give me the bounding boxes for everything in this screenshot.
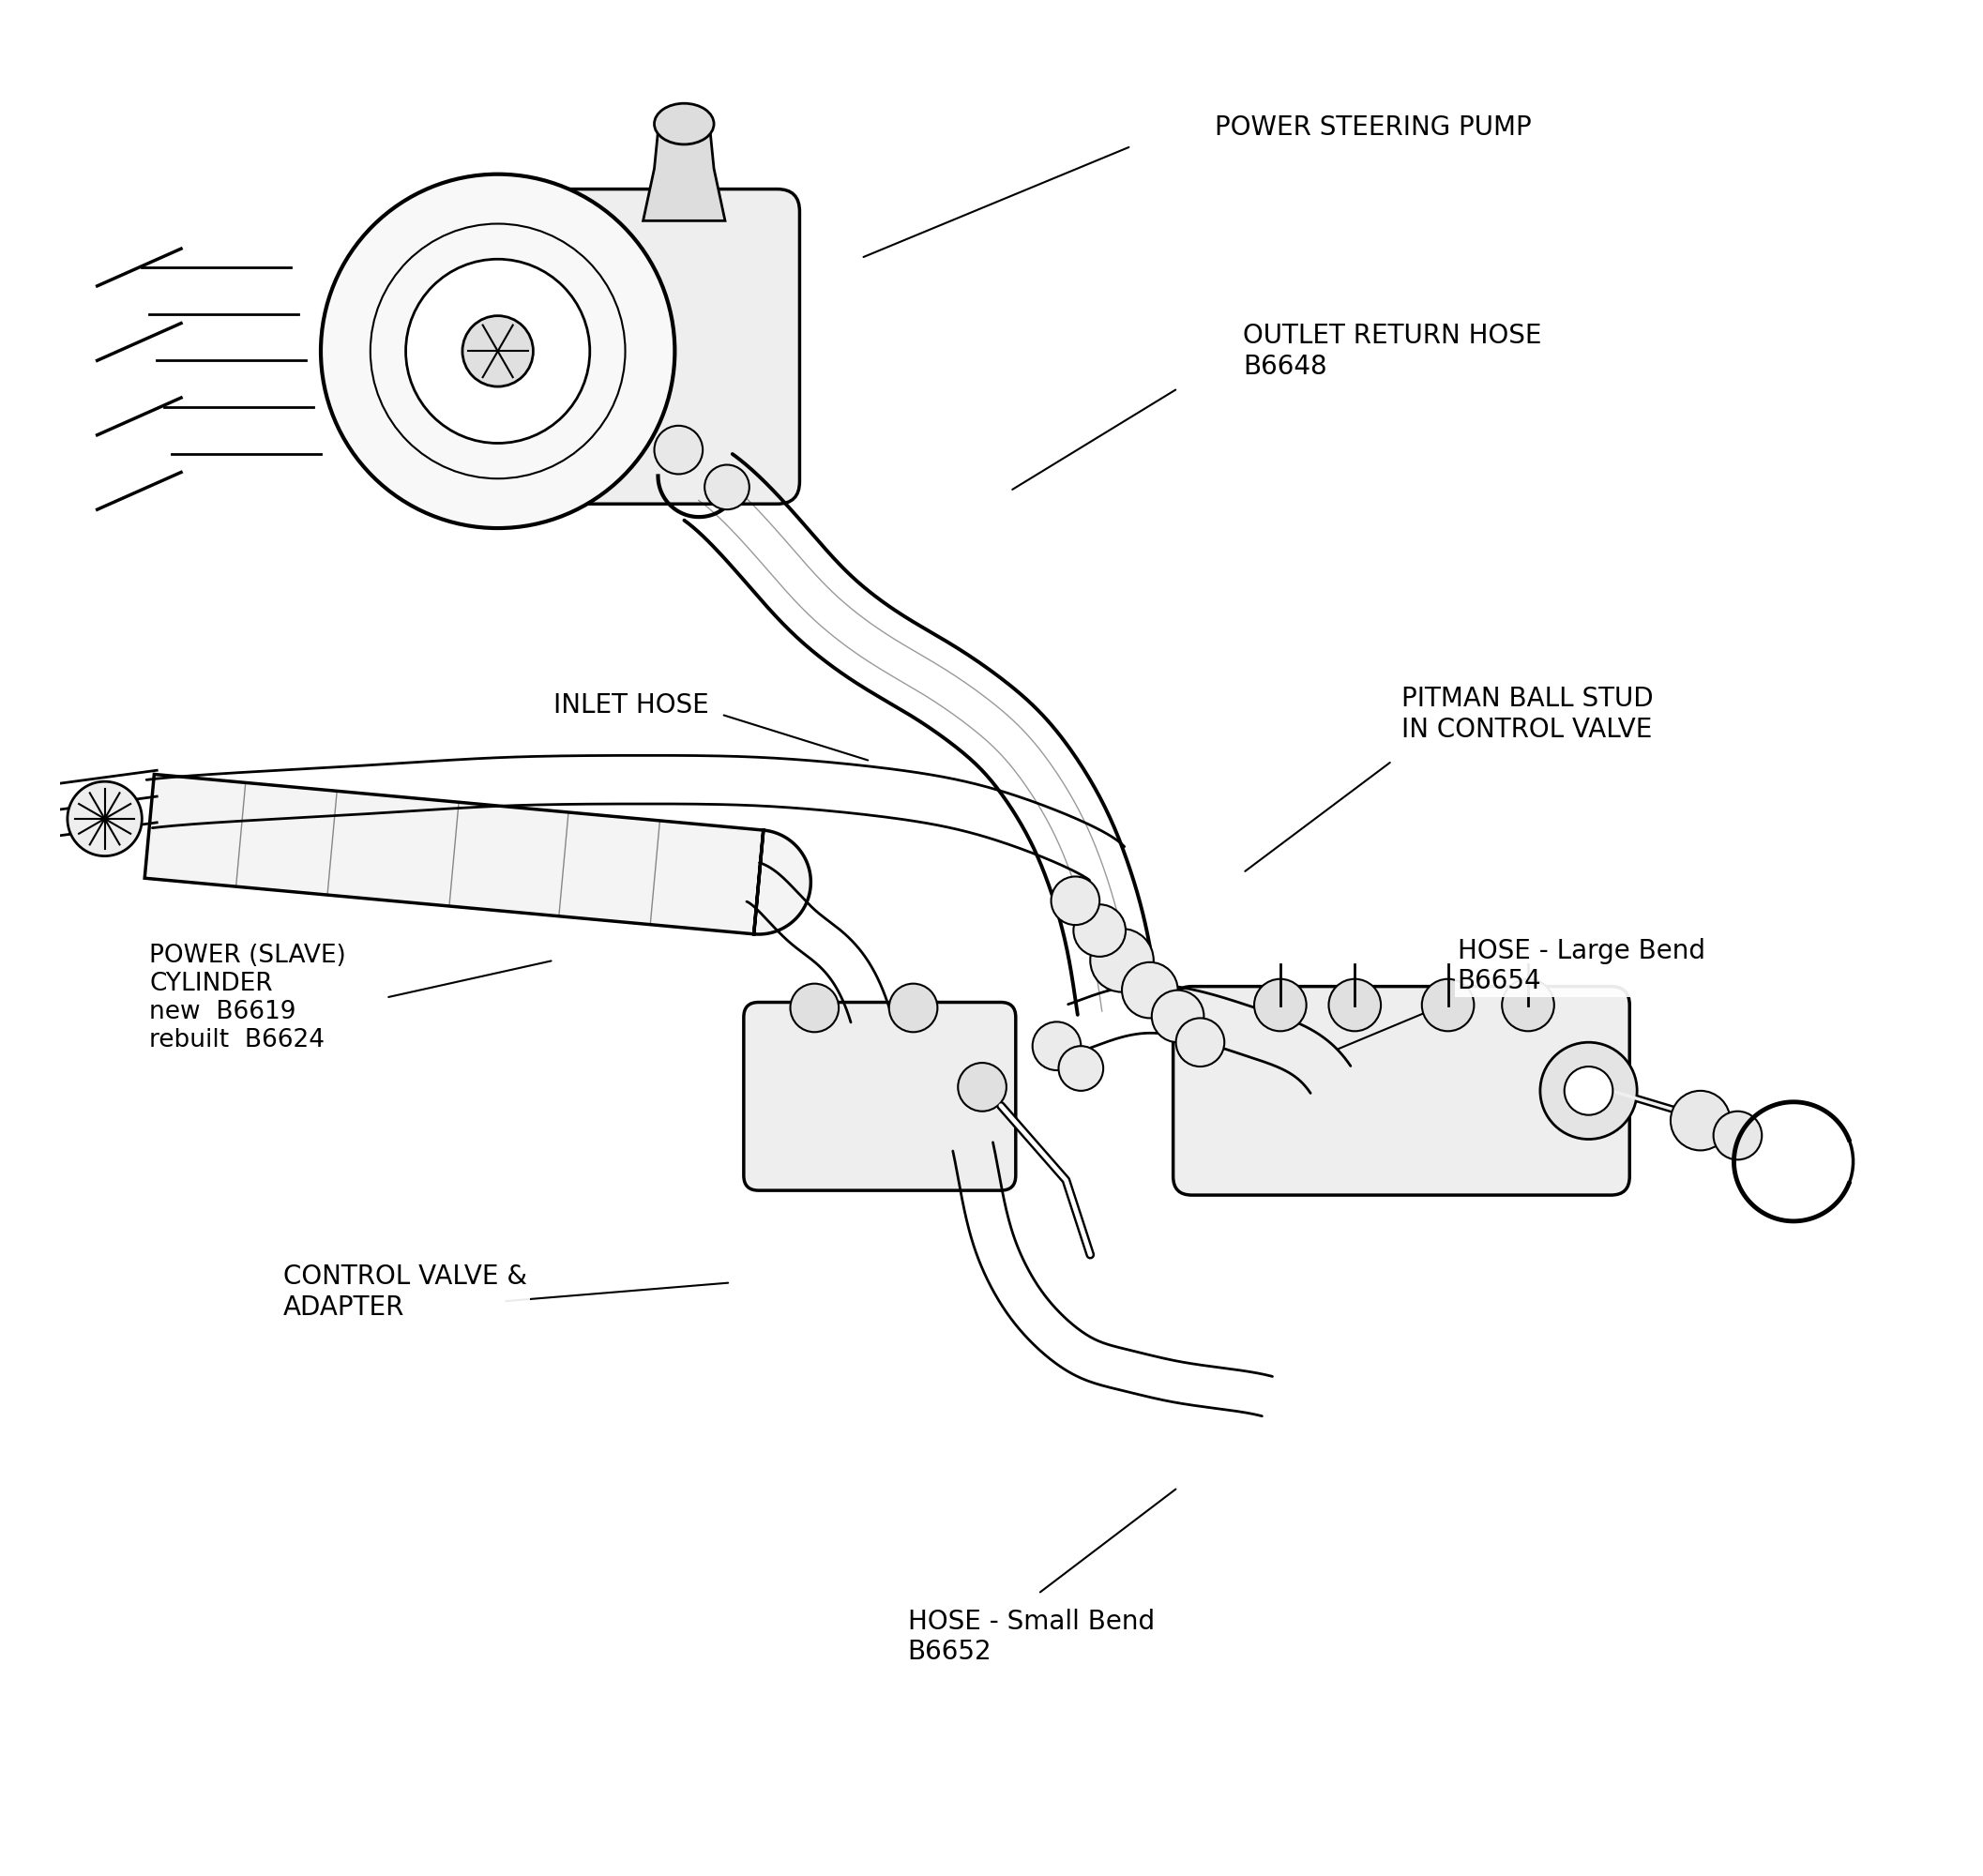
FancyBboxPatch shape [1174,987,1630,1195]
Circle shape [1670,1090,1731,1150]
Text: HOSE - Large Bend
B6654: HOSE - Large Bend B6654 [1458,938,1705,994]
Polygon shape [145,775,811,934]
Circle shape [407,259,589,443]
Circle shape [1073,904,1126,957]
Ellipse shape [654,103,714,144]
Circle shape [958,1064,1007,1111]
Circle shape [1329,979,1380,1032]
Text: POWER (SLAVE)
CYLINDER
new  B6619
rebuilt  B6624: POWER (SLAVE) CYLINDER new B6619 rebuilt… [149,944,347,1052]
Circle shape [1122,962,1178,1019]
Circle shape [1091,929,1154,992]
Text: OUTLET RETURN HOSE
B6648: OUTLET RETURN HOSE B6648 [1243,323,1541,379]
Text: CONTROL VALVE &
ADAPTER: CONTROL VALVE & ADAPTER [284,1264,527,1321]
Text: HOSE - Small Bend
B6652: HOSE - Small Bend B6652 [908,1608,1154,1664]
Circle shape [1033,1022,1081,1071]
Circle shape [1253,979,1307,1032]
Circle shape [791,983,839,1032]
FancyBboxPatch shape [744,1002,1015,1191]
Circle shape [1152,991,1204,1043]
Circle shape [888,983,938,1032]
Text: POWER STEERING PUMP: POWER STEERING PUMP [1216,114,1533,141]
Circle shape [371,223,625,478]
Circle shape [704,465,750,510]
Circle shape [321,174,674,529]
FancyBboxPatch shape [514,189,799,505]
Circle shape [1422,979,1473,1032]
Circle shape [1733,1101,1854,1221]
Circle shape [654,426,702,475]
Circle shape [1059,1047,1103,1090]
Circle shape [67,782,143,855]
Circle shape [1713,1111,1761,1159]
Text: INLET HOSE: INLET HOSE [553,692,710,719]
Circle shape [1051,876,1099,925]
Circle shape [1501,979,1555,1032]
Circle shape [1565,1067,1612,1114]
Circle shape [462,315,533,386]
Text: PITMAN BALL STUD
IN CONTROL VALVE: PITMAN BALL STUD IN CONTROL VALVE [1402,687,1654,743]
Circle shape [1541,1043,1638,1139]
Polygon shape [642,131,726,221]
Circle shape [1176,1019,1224,1067]
